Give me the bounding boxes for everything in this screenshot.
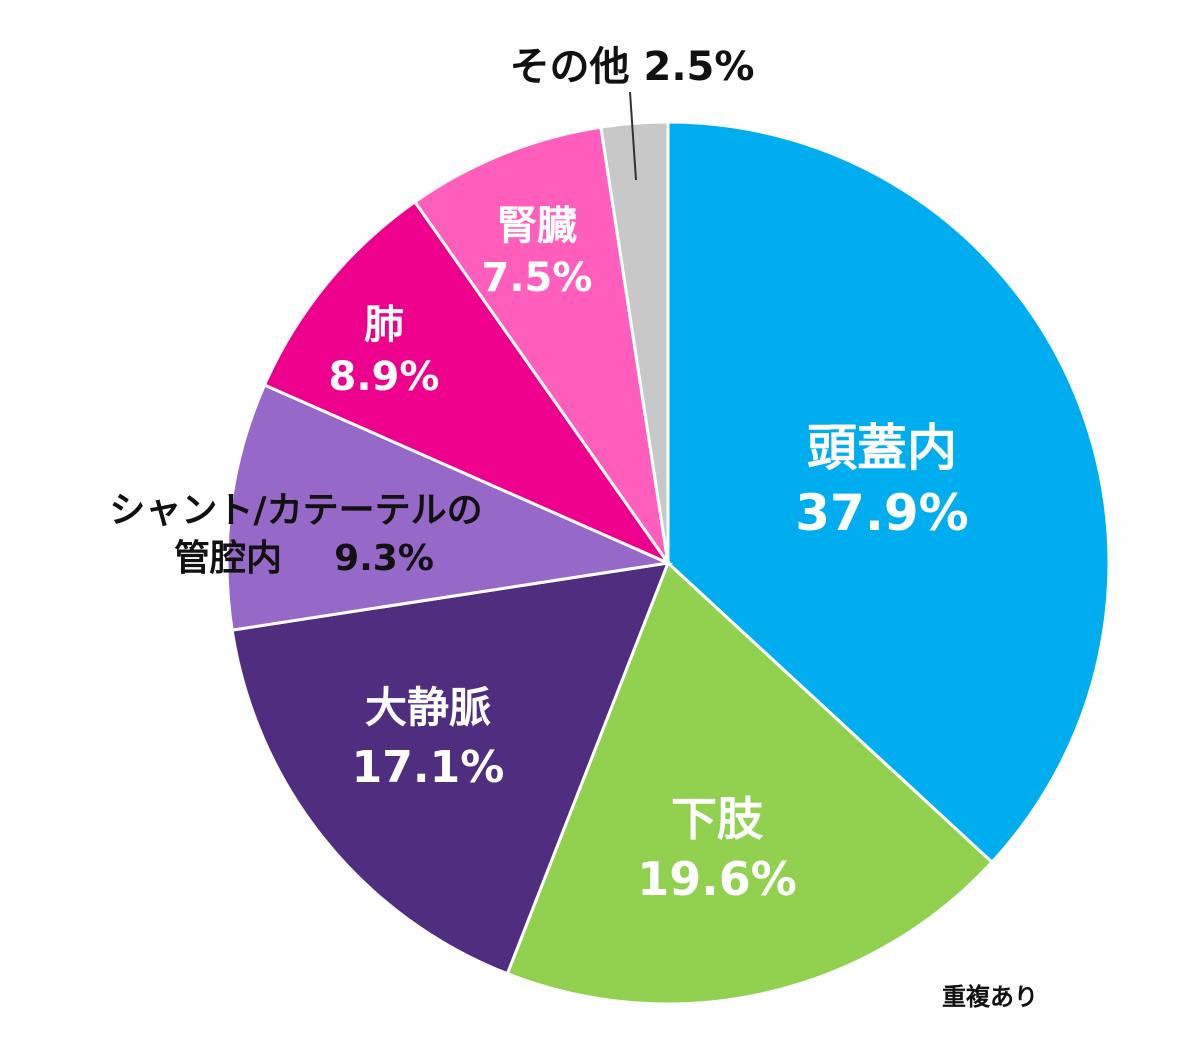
slice-label: その他 2.5% [510, 44, 755, 90]
pie-slices [225, 120, 1111, 1006]
slice-value-label: 7.5% [482, 255, 593, 301]
pie-slice [262, 199, 673, 567]
slice-value-label: 17.1% [352, 742, 505, 793]
slice-label: 肺 [364, 302, 404, 348]
slice-label: 大静脈 [365, 683, 491, 732]
pie-slice [230, 561, 671, 976]
slice-value-label: 9.3% [334, 538, 434, 579]
pie-slice [412, 125, 670, 564]
slice-label: 下肢 [671, 792, 764, 846]
slice-value-label: 37.9% [795, 484, 968, 542]
slice-label: 管腔内 [174, 538, 282, 579]
slice-value-label: 19.6% [637, 852, 797, 906]
slice-label: シャント/カテーテルの [109, 490, 482, 531]
leader-line [629, 91, 637, 181]
slice-value-label: 8.9% [329, 354, 440, 400]
footnote: 重複あり [942, 983, 1038, 1011]
pie-slice [225, 382, 674, 632]
pie-slice [505, 560, 995, 1006]
slice-label: 頭蓋内 [807, 419, 957, 477]
pie-slice [599, 120, 670, 564]
slice-label: 腎臓 [497, 203, 577, 249]
pie-slice [666, 120, 1111, 865]
